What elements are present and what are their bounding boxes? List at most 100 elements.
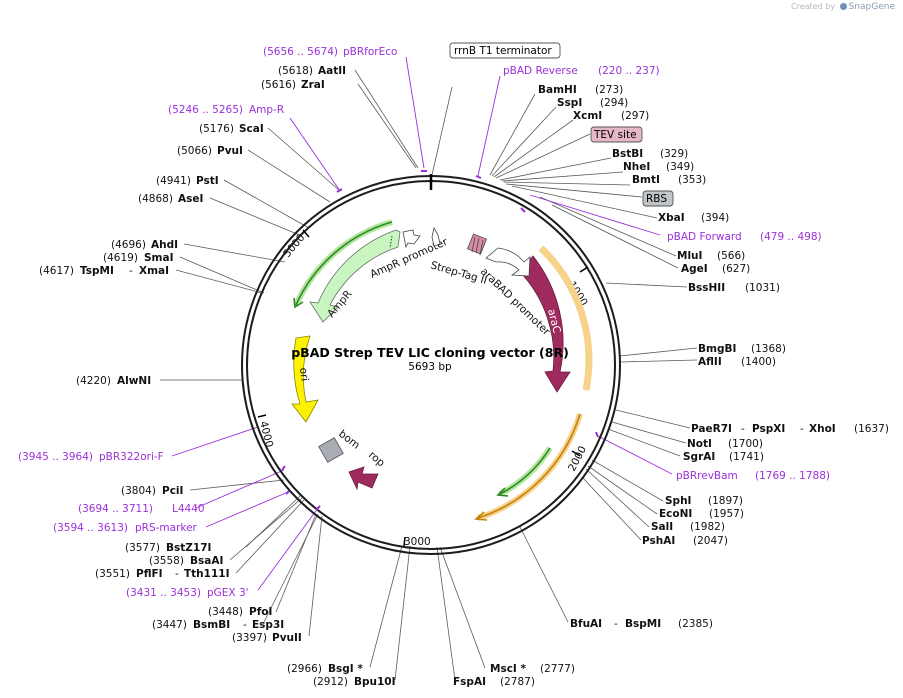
site-name-sgrai: SgrAI (683, 451, 715, 463)
site-name-paer7i: PaeR7I (691, 423, 732, 435)
site-pos-bsaai: (3558) (149, 555, 184, 567)
site-name-aflii: AflII (698, 356, 722, 368)
tick-2000: 2000 (566, 444, 589, 473)
orf-arrow-inner (499, 447, 551, 495)
site-pos-bsmbi: (3447) (152, 619, 187, 631)
ampr-promoter-arrow (402, 229, 421, 249)
site-labels-right: BamHI (273) SspI (294) XcmI (297) BstBI … (453, 84, 889, 688)
site-pos-bstbi: (329) (660, 148, 688, 160)
site-name-bpu10i: Bpu10I (354, 676, 396, 688)
credit-prefix: Created by (791, 2, 836, 11)
site-name-xhoi: XhoI (809, 423, 836, 435)
site-name-fspai: FspAI (453, 676, 486, 688)
primer-name-l4440: L4440 (172, 503, 205, 515)
site-name-xbai: XbaI (658, 212, 685, 224)
primer-marks (281, 170, 599, 511)
arac-label: araC (545, 308, 563, 335)
site-name-sali: SalI (651, 521, 673, 533)
primer-name-pbr322ori: pBR322ori-F (99, 451, 164, 463)
site-name-mlui: MluI (677, 250, 702, 262)
strep-tag-block (466, 233, 488, 256)
site-pos-pflfi: (3551) (95, 568, 130, 580)
tev-site-label: TEV site (593, 129, 637, 141)
site-pos-aflii: (1400) (741, 356, 776, 368)
primer-range-pbrforeco: (5656 .. 5674) (263, 46, 338, 58)
primer-name-pbad-rev: pBAD Reverse (503, 65, 578, 77)
orf-arrow-upper (295, 221, 393, 306)
site-name-pshai: PshAI (642, 535, 675, 547)
site-labels-left: (5618) AatII (5616) ZraI (5176) ScaI (50… (39, 65, 396, 688)
site-name-bstz17i: BstZ17I (166, 542, 211, 554)
site-pos-bpu10i: (2912) (313, 676, 348, 688)
ori-label: ori (297, 367, 310, 382)
site-name-sphi: SphI (665, 495, 691, 507)
site-name-smai: SmaI (144, 252, 174, 264)
site-pos-scai: (5176) (199, 123, 234, 135)
site-name-bsaai: BsaAI (190, 555, 223, 567)
arabad-promoter-arrow (485, 247, 531, 277)
site-pos-sali: (1982) (690, 521, 725, 533)
site-pos-agei: (627) (722, 263, 750, 275)
orf-arrow-outer (477, 413, 581, 519)
site-name-esp3i: Esp3I (252, 619, 284, 631)
site-name-asei: AseI (178, 193, 203, 205)
ori-arrow (291, 335, 319, 423)
primer-name-pgex: pGEX 3' (207, 587, 249, 599)
primer-name-ampr: Amp-R (249, 104, 284, 116)
site-pos-pvuii: (3397) (232, 632, 267, 644)
site-name-tspmi: TspMI (80, 265, 114, 277)
rop-label: rop (366, 449, 387, 469)
site-name-econi: EcoNI (659, 508, 692, 520)
primer-range-pbr322ori: (3945 .. 3964) (18, 451, 93, 463)
site-name-pvui: PvuI (217, 145, 243, 157)
site-name-bmgbi: BmgBI (698, 343, 736, 355)
site-name-bspmi: BspMI (625, 618, 661, 630)
site-name-pcii: PciI (162, 485, 183, 497)
site-pos-mlui: (566) (717, 250, 745, 262)
site-pos-pcii: (3804) (121, 485, 156, 497)
site-name-bsmbi: BsmBI (193, 619, 230, 631)
site-pos-aatii: (5618) (278, 65, 313, 77)
site-pos-xcmi: (297) (621, 110, 649, 122)
site-pos-bfuai: (2385) (678, 618, 713, 630)
site-name-pflfi: PflFI (136, 568, 163, 580)
primer-name-pbad-fwd: pBAD Forward (667, 231, 742, 243)
site-pos-ahdi: (4696) (111, 239, 146, 251)
plasmid-size: 5693 bp (408, 361, 452, 373)
site-pos-bsgi: (2966) (287, 663, 322, 675)
site-pos-econi: (1957) (709, 508, 744, 520)
rbs-label: RBS (646, 193, 667, 205)
rop-arrow (348, 466, 379, 491)
site-name-bsshii: BssHII (688, 282, 725, 294)
site-name-pfoi: PfoI (249, 606, 272, 618)
site-leader-lines (160, 69, 698, 681)
primer-labels-right: pBAD Reverse (220 .. 237) pBAD Forward (… (503, 65, 830, 482)
site-name-pvuii: PvuII (272, 632, 302, 644)
site-name-tth111i: Tth111I (184, 568, 229, 580)
site-pos-fspai: (2787) (500, 676, 535, 688)
site-pos-sgrai: (1741) (729, 451, 764, 463)
tick-3000: 3000 (404, 536, 431, 548)
primer-range-pbad-fwd: (479 .. 498) (760, 231, 822, 243)
site-name-pspxi: PspXI (752, 423, 785, 435)
orf-highlight-outer (477, 413, 583, 521)
primer-name-pbrforeco: pBRforEco (343, 46, 397, 58)
site-name-zrai: ZraI (301, 79, 325, 91)
snapgene-logo-icon (839, 3, 847, 10)
site-pos-sspi: (294) (600, 97, 628, 109)
primer-labels-left: (5656 .. 5674) pBRforEco (5246 .. 5265) … (18, 46, 397, 599)
site-pos-nhei: (349) (666, 161, 694, 173)
primer-range-ampr: (5246 .. 5265) (168, 104, 243, 116)
plasmid-title: pBAD Strep TEV LIC cloning vector (8R) (291, 345, 569, 360)
site-pos-sphi: (1897) (708, 495, 743, 507)
primer-range-pbad-rev: (220 .. 237) (598, 65, 660, 77)
site-pos-pshai: (2047) (693, 535, 728, 547)
site-name-psti: PstI (196, 175, 219, 187)
primer-name-prs: pRS-marker (135, 522, 198, 534)
site-sep-bfuai: - (614, 618, 618, 630)
site-name-xmai: XmaI (139, 265, 169, 277)
site-pos-alwni: (4220) (76, 375, 111, 387)
primer-name-pbrrevbam: pBRrevBam (676, 470, 738, 482)
site-name-bsgi: BsgI * (328, 663, 363, 675)
